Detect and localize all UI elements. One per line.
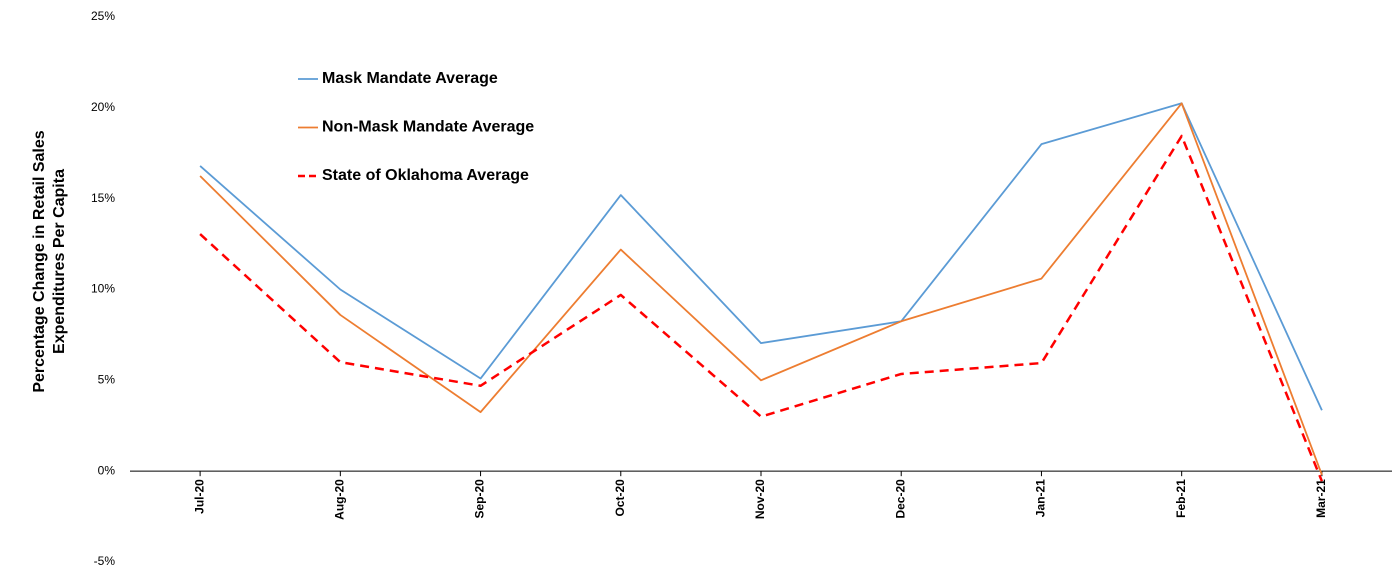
x-tick-label: Mar-21 — [1314, 479, 1328, 518]
y-tick-label: 25% — [91, 9, 115, 23]
x-tick-label: Jul-20 — [192, 479, 206, 514]
series-line — [199, 134, 1324, 482]
y-axis-title: Expenditures Per Capita — [51, 169, 68, 354]
x-tick-label: Jan-21 — [1034, 479, 1048, 517]
y-tick-label: 5% — [98, 373, 116, 387]
y-axis-title: Percentage Change in Retail Sales — [31, 130, 48, 392]
x-tick-label: Nov-20 — [753, 479, 767, 519]
series-line — [199, 102, 1323, 476]
y-tick-label: 0% — [98, 463, 116, 477]
legend-label: Mask Mandate Average — [322, 70, 498, 87]
x-tick-label: Aug-20 — [333, 479, 347, 520]
y-tick-label: 15% — [91, 191, 115, 205]
series-line — [199, 102, 1323, 411]
y-tick-label: 20% — [91, 100, 115, 114]
x-tick-label: Dec-20 — [893, 479, 907, 519]
legend-label: State of Oklahoma Average — [322, 167, 529, 184]
y-tick-label: -5% — [94, 554, 116, 568]
x-tick-label: Feb-21 — [1174, 479, 1188, 518]
x-tick-label: Oct-20 — [613, 479, 627, 517]
y-tick-label: 10% — [91, 282, 115, 296]
x-tick-label: Sep-20 — [473, 479, 487, 519]
legend-label: Non-Mask Mandate Average — [322, 119, 534, 136]
